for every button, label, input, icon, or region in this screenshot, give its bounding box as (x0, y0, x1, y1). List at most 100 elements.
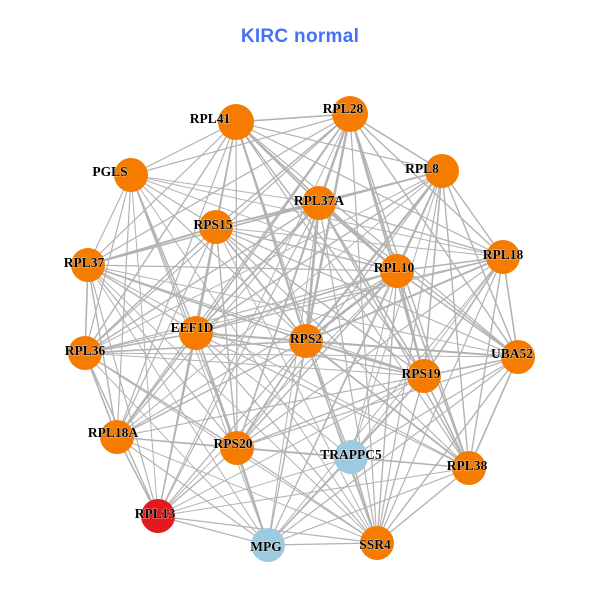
network-node[interactable]: RPL37 (63, 248, 105, 282)
node-circle[interactable] (141, 499, 175, 533)
network-node[interactable]: RPS15 (193, 210, 233, 244)
network-node[interactable]: UBA52 (491, 340, 535, 374)
node-circle[interactable] (114, 158, 148, 192)
network-edge (157, 332, 197, 517)
network-edge (304, 201, 321, 343)
network-node[interactable]: RPL13 (134, 499, 176, 533)
node-circle[interactable] (452, 451, 486, 485)
network-edge (350, 456, 470, 469)
network-node[interactable]: EEF1D (170, 316, 214, 350)
network-edge (116, 202, 320, 438)
node-circle[interactable] (334, 440, 368, 474)
network-edge (468, 256, 504, 469)
network-edge (130, 174, 159, 517)
network-edge (423, 375, 470, 469)
node-label: RPL41 (190, 111, 231, 126)
network-edge (318, 202, 398, 272)
network-edge (441, 170, 519, 358)
node-circle[interactable] (302, 186, 336, 220)
network-node[interactable]: RPL37A (294, 186, 345, 220)
node-circle[interactable] (332, 96, 368, 132)
network-edge (130, 113, 351, 176)
network-node[interactable]: RPL38 (446, 451, 488, 485)
node-label: EEF1D (171, 320, 214, 335)
network-node[interactable]: RPL18 (482, 240, 524, 274)
network-edge (215, 226, 238, 449)
node-circle[interactable] (407, 359, 441, 393)
node-circle[interactable] (218, 104, 254, 140)
network-edge (157, 467, 470, 517)
network-edge (157, 456, 352, 517)
network-node[interactable]: RPS19 (401, 359, 441, 393)
network-node[interactable]: RPL28 (322, 96, 368, 132)
network-edge (305, 340, 378, 544)
node-circle[interactable] (251, 528, 285, 562)
network-edge (157, 340, 307, 517)
network-edge (195, 332, 378, 544)
node-circle[interactable] (199, 210, 233, 244)
network-edge (130, 174, 320, 204)
network-edge (468, 356, 519, 469)
network-edge (396, 256, 504, 272)
network-edge (84, 121, 237, 354)
network-edge (215, 226, 378, 544)
node-circle[interactable] (380, 254, 414, 288)
network-edge (116, 332, 197, 438)
network-node[interactable]: RPL41 (189, 104, 254, 140)
node-circle[interactable] (179, 316, 213, 350)
node-label: RPL8 (405, 161, 439, 176)
network-edge (87, 264, 197, 334)
network-edge (235, 121, 238, 449)
node-label: TRAPPC5 (320, 447, 382, 462)
network-edge (130, 174, 269, 546)
network-edge (318, 202, 504, 258)
network-edge (84, 332, 197, 354)
node-circle[interactable] (425, 154, 459, 188)
network-node[interactable]: SSR4 (359, 526, 394, 560)
network-node[interactable]: TRAPPC5 (320, 440, 382, 474)
network-edge (376, 375, 425, 544)
network-edge (349, 113, 519, 358)
network-edge (87, 264, 238, 449)
network-node[interactable]: RPL10 (373, 254, 415, 288)
network-node[interactable]: RPL8 (405, 154, 459, 188)
network-edge (304, 269, 399, 343)
network-edge (396, 270, 519, 358)
network-node[interactable]: RPS20 (213, 431, 254, 465)
network-edge (305, 340, 470, 469)
node-circle[interactable] (289, 324, 323, 358)
network-node[interactable]: RPS2 (289, 324, 323, 358)
network-node[interactable]: MPG (250, 528, 285, 562)
node-circle[interactable] (71, 248, 105, 282)
node-circle[interactable] (486, 240, 520, 274)
node-circle[interactable] (360, 526, 394, 560)
network-edge (87, 226, 217, 266)
network-edge (157, 270, 398, 517)
network-edge (267, 542, 378, 546)
network-edge (215, 226, 470, 469)
page-title: KIRC normal (240, 26, 360, 47)
network-edge (376, 356, 519, 544)
node-circle[interactable] (220, 431, 254, 465)
node-label: RPS2 (290, 331, 323, 346)
network-edge (350, 375, 425, 458)
network-edge (235, 121, 470, 469)
network-edge (215, 113, 351, 228)
network-node[interactable]: PGLS (92, 158, 148, 192)
network-edge (87, 264, 307, 342)
network-edge (84, 352, 269, 546)
network-edge (304, 339, 426, 378)
network-node[interactable]: RPL18A (88, 420, 139, 454)
network-edge (157, 515, 269, 546)
network-edge (87, 264, 159, 517)
network-node[interactable]: RPL36 (64, 336, 106, 370)
network-edge (236, 356, 519, 449)
network-edge (396, 270, 425, 377)
network-edge (84, 202, 320, 354)
node-circle[interactable] (501, 340, 535, 374)
node-circle[interactable] (68, 336, 102, 370)
network-edge (195, 256, 504, 334)
node-label: RPL37A (294, 193, 345, 208)
node-circle[interactable] (100, 420, 134, 454)
